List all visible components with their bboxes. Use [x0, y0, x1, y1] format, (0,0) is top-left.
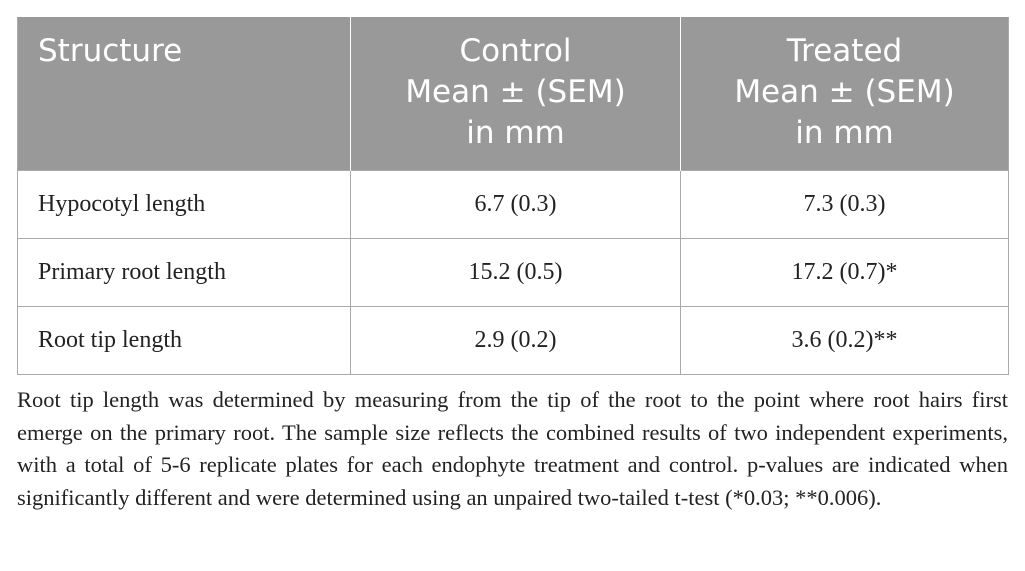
row-label: Primary root length — [17, 237, 351, 307]
header-line: Control — [459, 33, 572, 69]
header-line: in mm — [466, 115, 565, 151]
header-row: Structure Control Mean ± (SEM) in mm Treated… — [17, 17, 1009, 170]
table-container: Structure Control Mean ± (SEM) in mm Treated… — [17, 17, 1009, 375]
header-line: Mean ± (SEM) — [734, 74, 955, 110]
header-line: Structure — [38, 33, 183, 69]
header-cell: Treated Mean ± (SEM) in mm — [680, 17, 1009, 170]
table-row: Hypocotyl length 6.7 (0.3) 7.3 (0.3) — [17, 169, 1009, 239]
header-cell: Structure — [17, 17, 351, 170]
table-body: Hypocotyl length 6.7 (0.3) 7.3 (0.3) Primar… — [17, 169, 1009, 375]
caption: Root tip length was determined by measur… — [17, 387, 1008, 510]
table-cell: 17.2 (0.7)* — [680, 237, 1009, 307]
table-cell: 7.3 (0.3) — [680, 169, 1009, 239]
header-line: in mm — [795, 115, 894, 151]
table-row: Primary root length 15.2 (0.5) 17.2 (0.7)* — [17, 237, 1009, 307]
table-row: Root tip length 2.9 (0.2) 3.6 (0.2)** — [17, 305, 1009, 375]
row-label: Hypocotyl length — [17, 169, 351, 239]
table-cell: 15.2 (0.5) — [350, 237, 681, 307]
header-line: Mean ± (SEM) — [405, 74, 626, 110]
row-label: Root tip length — [17, 305, 351, 375]
header-cell: Control Mean ± (SEM) in mm — [350, 17, 681, 170]
table-cell: 2.9 (0.2) — [350, 305, 681, 375]
table-cell: 6.7 (0.3) — [350, 169, 681, 239]
data-table: Structure Control Mean ± (SEM) in mm Treated… — [17, 17, 1009, 375]
table-cell: 3.6 (0.2)** — [680, 305, 1009, 375]
header-line: Treated — [786, 33, 903, 69]
